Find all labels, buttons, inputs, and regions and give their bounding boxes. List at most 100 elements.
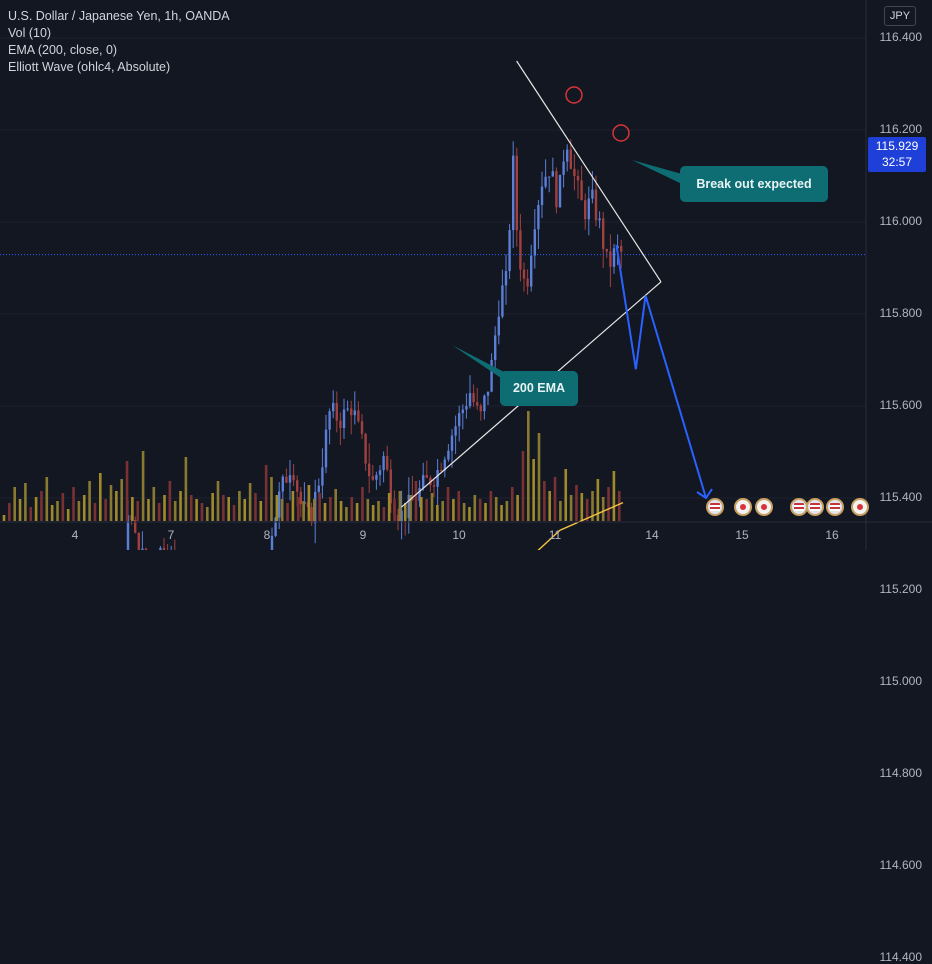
volume-bar [575,485,578,521]
volume-bar [29,507,33,521]
symbol-title[interactable]: U.S. Dollar / Japanese Yen, 1h, OANDA [8,9,230,23]
jp-flag-icon[interactable] [755,498,773,516]
volume-bar [355,503,359,521]
candle-body [317,485,320,492]
volume-bar [494,497,498,521]
candle-body [339,420,342,428]
arrow-head [696,488,713,500]
candle-body [292,475,295,481]
volume-bar [521,451,525,521]
volume-bar [500,505,503,521]
ema-indicator-label[interactable]: EMA (200, close, 0) [8,43,118,57]
candle-body [580,180,583,201]
us-flag-icon[interactable] [826,498,844,516]
volume-bar [473,495,477,521]
volume-bar [532,459,535,521]
candle-body [389,469,392,504]
volume-bar [56,501,59,521]
volume-bar [120,479,123,521]
volume-bar [478,499,482,521]
volume-indicator-label[interactable]: Vol (10) [8,26,52,40]
volume-bar [403,503,407,521]
candle-body [299,491,302,505]
time-tick-label: 7 [167,528,175,542]
candle-body [508,230,511,272]
candle-body [558,174,562,208]
candle-body [375,474,378,480]
price-chart[interactable] [0,0,932,550]
candle-body [461,409,464,414]
volume-bar [387,493,391,521]
volume-bar [82,495,86,521]
candle-body [141,548,144,550]
breakout-callout-pointer [632,160,682,184]
volume-bar [350,497,354,521]
volume-bar [163,495,166,521]
us-flag-icon[interactable] [706,498,724,516]
volume-bar [254,493,257,521]
candle-body [598,218,601,221]
candle-body [584,200,587,220]
candle-body [422,475,425,488]
candle-body [450,435,454,451]
candle-body [371,476,374,480]
volume-bar [200,503,204,521]
price-tick-label: 114.800 [879,766,923,780]
jp-flag-icon[interactable] [734,498,752,516]
breakout-callout[interactable]: Break out expected [680,166,828,202]
candle-body [566,149,569,162]
candle-body [321,467,324,486]
candle-body [386,455,389,470]
candle-body [490,359,493,392]
volume-bar [179,491,182,521]
volume-bar [152,487,156,521]
elliott-indicator-label[interactable]: Elliott Wave (ohlc4, Absolute) [8,60,171,74]
candle-body [278,491,281,518]
candle-body [512,155,515,231]
candle-body [530,255,533,287]
volume-bar [382,507,386,521]
candle-body [436,469,439,487]
candle-body [533,229,536,256]
volume-bar [302,501,305,521]
volume-bar [211,493,214,521]
candle-body [522,269,526,279]
candle-body [396,514,400,522]
volume-bar [612,471,616,521]
volume-bar [441,501,444,521]
volume-bar [409,495,412,521]
volume-bar [361,487,364,521]
volume-bar [280,499,284,521]
volume-bar [527,411,530,521]
candle-body [454,426,457,436]
volume-bar [580,493,584,521]
time-tick-label: 15 [735,528,749,542]
candle-body [537,205,540,230]
candle-body [519,230,522,270]
jp-flag-icon[interactable] [851,498,869,516]
volume-bar [425,499,428,521]
volume-bar [334,489,337,521]
time-tick-label: 11 [548,528,562,542]
volume-bar [115,491,118,521]
volume-bar [259,501,263,521]
volume-bar [559,501,562,521]
time-tick-label: 16 [825,528,839,542]
candle-body [324,429,328,468]
triangle-upper-line [516,60,662,283]
volume-bar [313,499,316,521]
candle-body [602,218,605,249]
candle-body [382,455,385,471]
time-tick-label: 4 [71,528,79,542]
candle-body [465,406,468,410]
us-flag-icon[interactable] [806,498,824,516]
candle-body [328,411,331,430]
candle-body [468,393,472,407]
candle-body [594,189,598,221]
volume-bar [227,497,230,521]
us-flag-icon[interactable] [790,498,808,516]
candle-body [501,285,504,317]
ema-callout[interactable]: 200 EMA [500,371,578,406]
candle-body [407,494,410,519]
currency-button[interactable]: JPY [884,6,916,26]
